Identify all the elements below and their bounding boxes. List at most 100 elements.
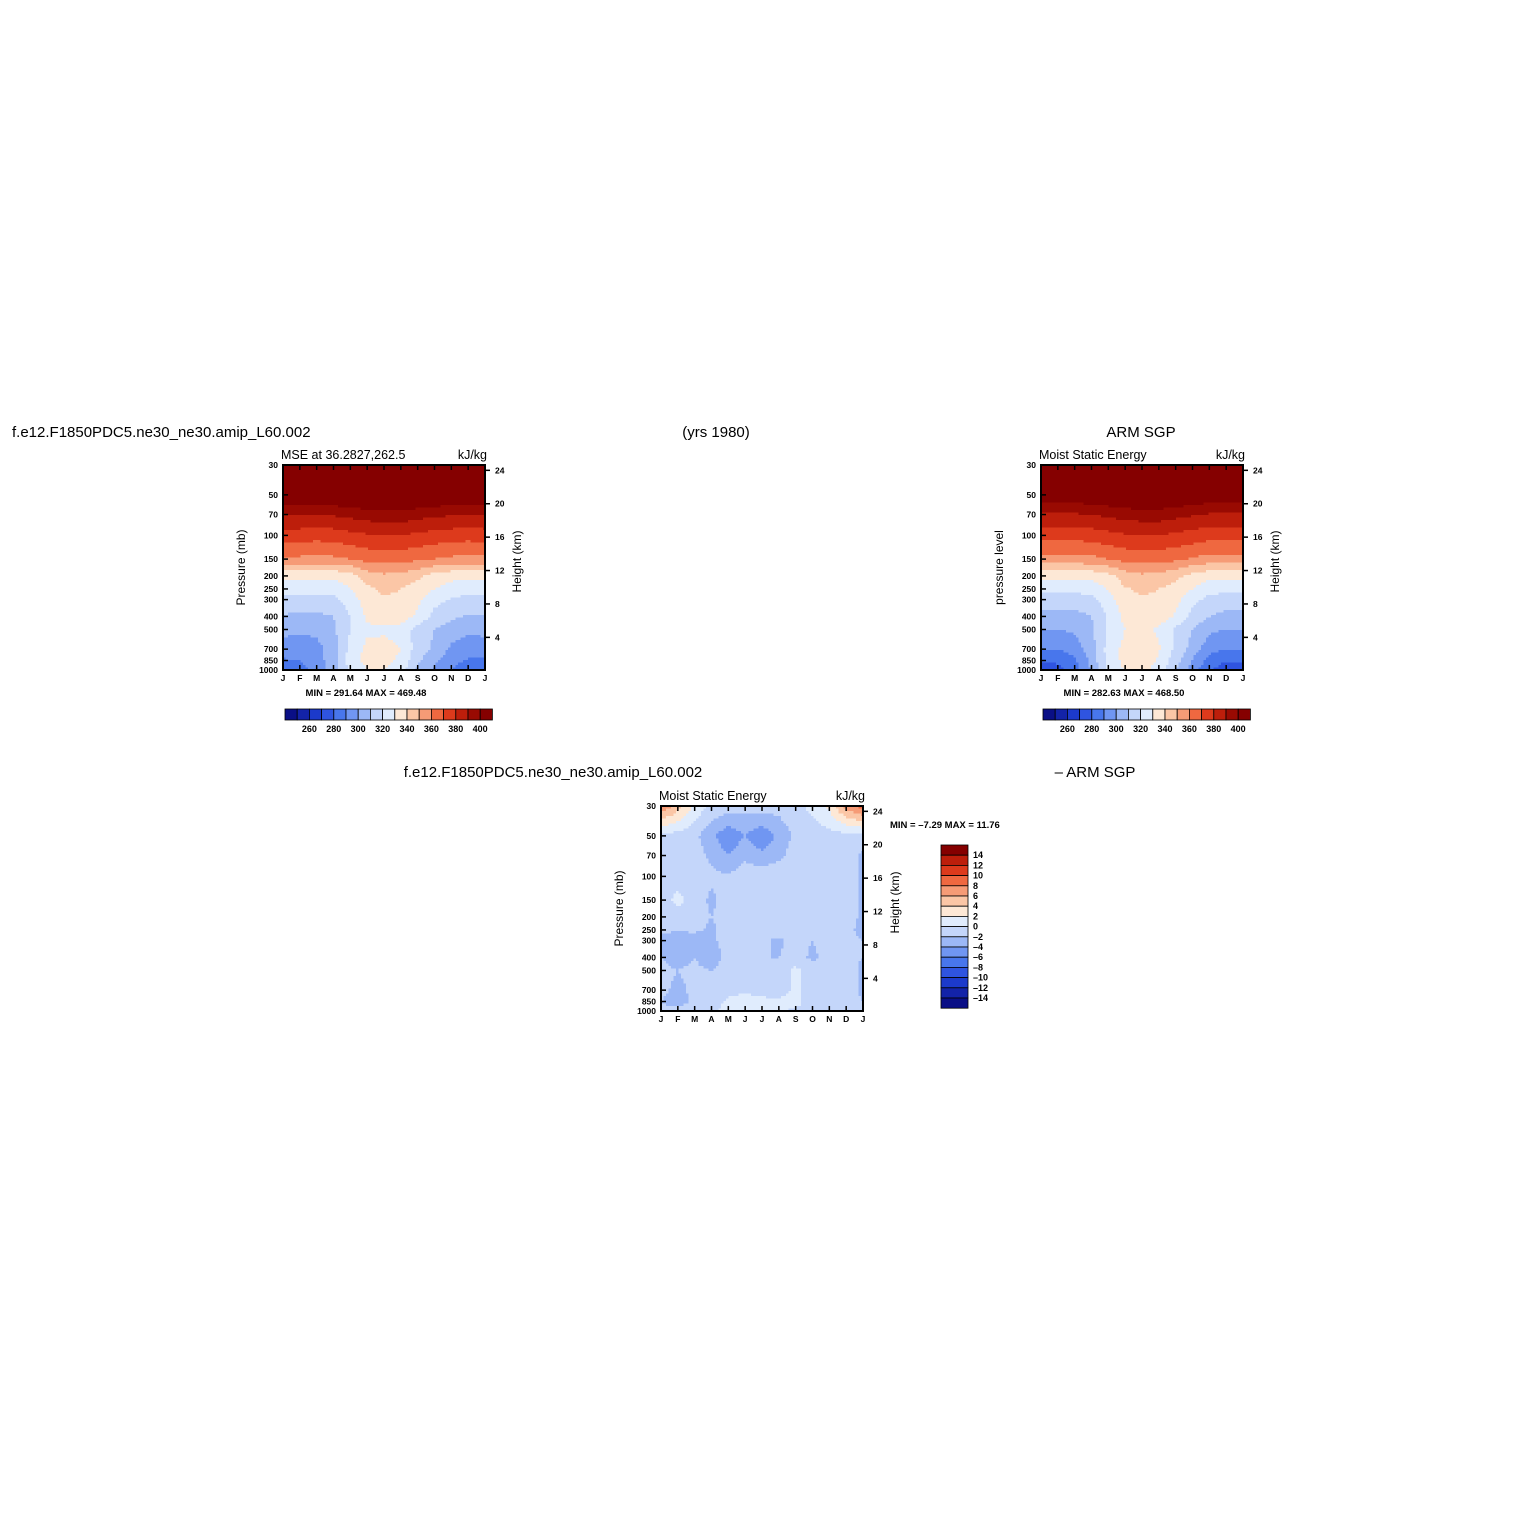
contour-cell: [383, 495, 386, 498]
contour-cell: [458, 478, 461, 481]
contour-cell: [373, 480, 376, 483]
contour-cell: [478, 495, 481, 498]
contour-cell: [378, 473, 381, 476]
contour-cell: [366, 480, 369, 483]
contour-cell: [336, 505, 339, 508]
contour-cell: [436, 488, 439, 491]
contour-cell: [288, 468, 291, 471]
contour-cell: [381, 473, 384, 476]
contour-cell: [348, 500, 351, 503]
contour-cell: [406, 470, 409, 473]
contour-cell: [343, 495, 346, 498]
contour-cell: [423, 513, 426, 516]
contour-cell: [451, 493, 454, 496]
contour-cell: [458, 480, 461, 483]
contour-cell: [378, 495, 381, 498]
contour-cell: [361, 510, 364, 513]
contour-cell: [433, 505, 436, 508]
contour-cell: [336, 508, 339, 511]
contour-cell: [471, 500, 474, 503]
contour-cell: [441, 488, 444, 491]
contour-cell: [403, 478, 406, 481]
contour-cell: [316, 503, 319, 506]
contour-cell: [453, 475, 456, 478]
contour-cell: [301, 508, 304, 511]
contour-cell: [366, 488, 369, 491]
contour-cell: [296, 503, 299, 506]
contour-cell: [391, 513, 394, 516]
contour-cell: [458, 495, 461, 498]
contour-cell: [288, 470, 291, 473]
contour-cell: [311, 478, 314, 481]
contour-cell: [326, 513, 329, 516]
contour-cell: [428, 508, 431, 511]
contour-cell: [333, 500, 336, 503]
contour-cell: [386, 510, 389, 513]
contour-cell: [361, 508, 364, 511]
contour-cell: [366, 510, 369, 513]
contour-cell: [421, 485, 424, 488]
contour-cell: [358, 490, 361, 493]
contour-cell: [461, 508, 464, 511]
contour-cell: [318, 503, 321, 506]
contour-cell: [343, 470, 346, 473]
contour-cell: [416, 495, 419, 498]
contour-cell: [431, 498, 434, 501]
contour-cell: [393, 505, 396, 508]
contour-cell: [298, 503, 301, 506]
contour-cell: [303, 473, 306, 476]
contour-cell: [446, 473, 449, 476]
contour-cell: [288, 488, 291, 491]
contour-cell: [478, 480, 481, 483]
contour-cell: [413, 468, 416, 471]
contour-cell: [428, 500, 431, 503]
contour-cell: [421, 498, 424, 501]
contour-cell: [338, 493, 341, 496]
contour-cell: [291, 515, 294, 518]
contour-cell: [311, 495, 314, 498]
contour-cell: [438, 483, 441, 486]
contour-cell: [456, 485, 459, 488]
contour-cell: [378, 510, 381, 513]
contour-cell: [428, 505, 431, 508]
contour-cell: [476, 493, 479, 496]
contour-cell: [473, 513, 476, 516]
contour-cell: [446, 503, 449, 506]
contour-cell: [438, 510, 441, 513]
contour-cell: [463, 475, 466, 478]
contour-cell: [368, 515, 371, 518]
contour-cell: [448, 508, 451, 511]
contour-cell: [383, 515, 386, 518]
contour-cell: [341, 498, 344, 501]
contour-cell: [383, 503, 386, 506]
contour-cell: [468, 493, 471, 496]
contour-cell: [296, 488, 299, 491]
contour-cell: [401, 485, 404, 488]
contour-cell: [301, 510, 304, 513]
contour-cell: [418, 480, 421, 483]
contour-cell: [391, 505, 394, 508]
contour-cell: [411, 488, 414, 491]
contour-cell: [478, 483, 481, 486]
contour-cell: [291, 498, 294, 501]
contour-cell: [408, 503, 411, 506]
contour-cell: [321, 498, 324, 501]
contour-cell: [433, 473, 436, 476]
contour-cell: [343, 488, 346, 491]
contour-cell: [368, 493, 371, 496]
contour-cell: [306, 505, 309, 508]
contour-cell: [408, 478, 411, 481]
contour-cell: [286, 505, 289, 508]
contour-cell: [331, 508, 334, 511]
contour-cell: [466, 493, 469, 496]
contour-cell: [431, 485, 434, 488]
contour-cell: [408, 500, 411, 503]
contour-cell: [313, 493, 316, 496]
contour-cell: [408, 468, 411, 471]
contour-cell: [331, 505, 334, 508]
contour-cell: [421, 500, 424, 503]
contour-cell: [306, 468, 309, 471]
contour-cell: [451, 513, 454, 516]
contour-cell: [353, 510, 356, 513]
contour-cell: [341, 483, 344, 486]
